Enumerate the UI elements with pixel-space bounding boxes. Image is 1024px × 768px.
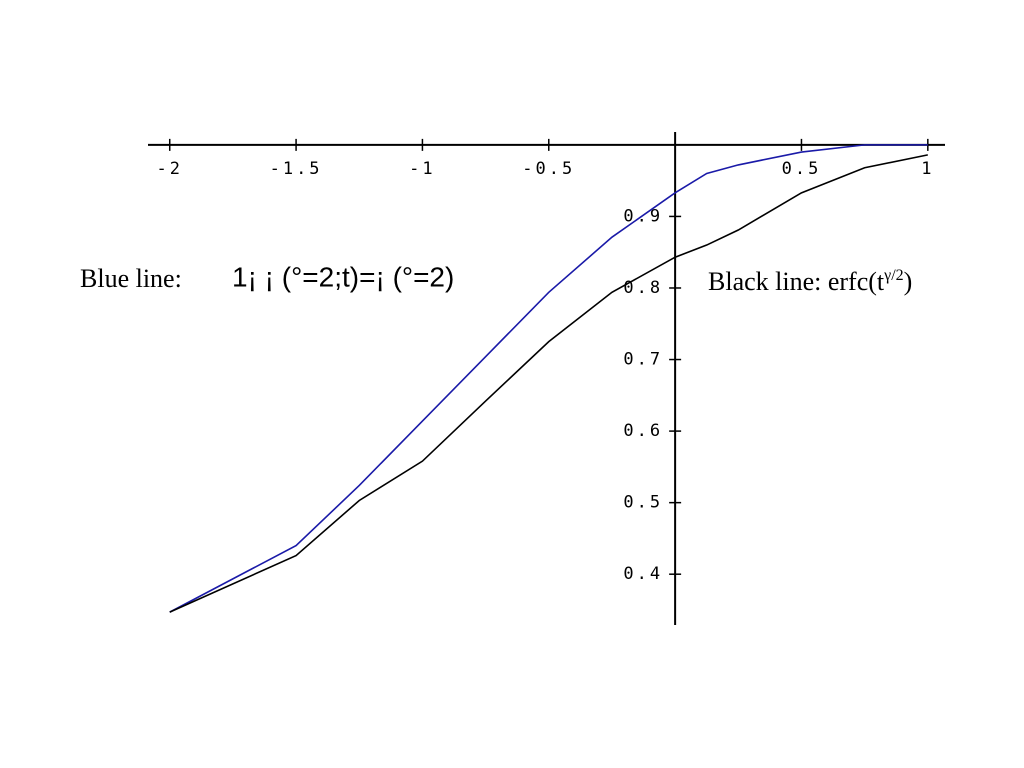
series-line [169,154,928,613]
black-label-sup: γ/2 [883,267,904,284]
y-tick-label: 0.8 [623,278,663,298]
y-tick-label: 0.6 [623,421,663,441]
x-tick-label: 0.5 [782,159,822,179]
y-tick-label: 0.7 [623,350,663,370]
y-tick-label: 0.4 [623,564,663,584]
series-line [169,144,928,613]
y-tick-label: 0.9 [623,206,663,226]
x-tick-label: 1 [921,159,934,179]
y-tick-label: 0.5 [623,493,663,513]
black-label-text: Black line: erfc(t [708,267,885,296]
blue-label: Blue line: [80,264,182,293]
black-label: Black line: erfc(tγ/2) [708,267,912,296]
x-tick-label: -2 [156,159,182,179]
x-tick-label: -0.5 [522,159,575,179]
x-tick-label: -1.5 [270,159,323,179]
blue-formula: 1¡ ¡ (°=2;t)=¡ (°=2) [232,261,454,292]
x-tick-label: -1 [409,159,435,179]
black-label-end: ) [904,267,913,296]
